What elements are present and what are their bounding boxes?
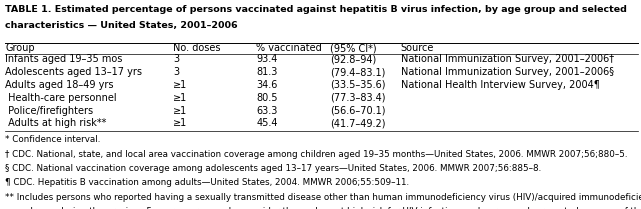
Text: syndrome during the previous 5 years, persons who consider themselves at high ri: syndrome during the previous 5 years, pe… bbox=[12, 207, 641, 209]
Text: TABLE 1. Estimated percentage of persons vaccinated against hepatitis B virus in: TABLE 1. Estimated percentage of persons… bbox=[5, 5, 627, 14]
Text: Infants aged 19–35 mos: Infants aged 19–35 mos bbox=[5, 54, 122, 64]
Text: § CDC. National vaccination coverage among adolescents aged 13–17 years—United S: § CDC. National vaccination coverage amo… bbox=[5, 164, 542, 173]
Text: National Immunization Survey, 2001–2006§: National Immunization Survey, 2001–2006§ bbox=[401, 67, 613, 77]
Text: (79.4–83.1): (79.4–83.1) bbox=[330, 67, 385, 77]
Text: 34.6: 34.6 bbox=[256, 80, 278, 90]
Text: 81.3: 81.3 bbox=[256, 67, 278, 77]
Text: characteristics — United States, 2001–2006: characteristics — United States, 2001–20… bbox=[5, 21, 238, 30]
Text: Health-care personnel: Health-care personnel bbox=[5, 93, 117, 103]
Text: (92.8–94): (92.8–94) bbox=[330, 54, 376, 64]
Text: (33.5–35.6): (33.5–35.6) bbox=[330, 80, 386, 90]
Text: % vaccinated: % vaccinated bbox=[256, 43, 322, 54]
Text: Source: Source bbox=[401, 43, 434, 54]
Text: (77.3–83.4): (77.3–83.4) bbox=[330, 93, 386, 103]
Text: 63.3: 63.3 bbox=[256, 106, 278, 116]
Text: ≥1: ≥1 bbox=[173, 93, 187, 103]
Text: 3: 3 bbox=[173, 67, 179, 77]
Text: National Immunization Survey, 2001–2006†: National Immunization Survey, 2001–2006† bbox=[401, 54, 613, 64]
Text: 80.5: 80.5 bbox=[256, 93, 278, 103]
Text: National Health Interview Survey, 2004¶: National Health Interview Survey, 2004¶ bbox=[401, 80, 599, 90]
Text: * Confidence interval.: * Confidence interval. bbox=[5, 135, 101, 144]
Text: ≥1: ≥1 bbox=[173, 80, 187, 90]
Text: 93.4: 93.4 bbox=[256, 54, 278, 64]
Text: 45.4: 45.4 bbox=[256, 119, 278, 128]
Text: (95% CI*): (95% CI*) bbox=[330, 43, 377, 54]
Text: Adults at high risk**: Adults at high risk** bbox=[5, 119, 106, 128]
Text: Police/firefighters: Police/firefighters bbox=[5, 106, 93, 116]
Text: ** Includes persons who reported having a sexually transmitted disease other tha: ** Includes persons who reported having … bbox=[5, 193, 641, 202]
Text: 3: 3 bbox=[173, 54, 179, 64]
Text: ¶ CDC. Hepatitis B vaccination among adults—United States, 2004. MMWR 2006;55:50: ¶ CDC. Hepatitis B vaccination among adu… bbox=[5, 178, 409, 187]
Text: † CDC. National, state, and local area vaccination coverage among children aged : † CDC. National, state, and local area v… bbox=[5, 150, 628, 159]
Text: ≥1: ≥1 bbox=[173, 119, 187, 128]
Text: Adults aged 18–49 yrs: Adults aged 18–49 yrs bbox=[5, 80, 113, 90]
Text: Adolescents aged 13–17 yrs: Adolescents aged 13–17 yrs bbox=[5, 67, 142, 77]
Text: (41.7–49.2): (41.7–49.2) bbox=[330, 119, 386, 128]
Text: (56.6–70.1): (56.6–70.1) bbox=[330, 106, 386, 116]
Text: ≥1: ≥1 bbox=[173, 106, 187, 116]
Text: Group: Group bbox=[5, 43, 35, 54]
Text: No. doses: No. doses bbox=[173, 43, 221, 54]
